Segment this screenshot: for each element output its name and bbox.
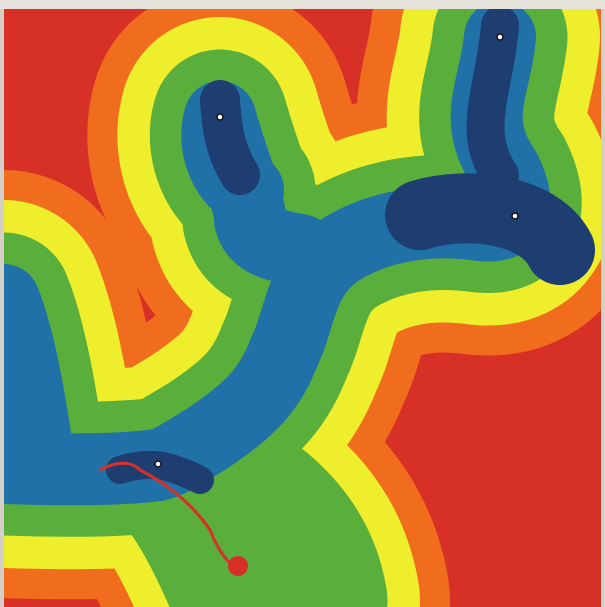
terrain: [4, 9, 601, 607]
marker: [216, 113, 224, 121]
route: [99, 461, 239, 570]
route-end: [228, 556, 248, 576]
marker: [154, 460, 162, 468]
marker: [496, 33, 504, 41]
title-strip: [0, 0, 605, 9]
markers: [154, 33, 519, 468]
marker: [511, 212, 519, 220]
